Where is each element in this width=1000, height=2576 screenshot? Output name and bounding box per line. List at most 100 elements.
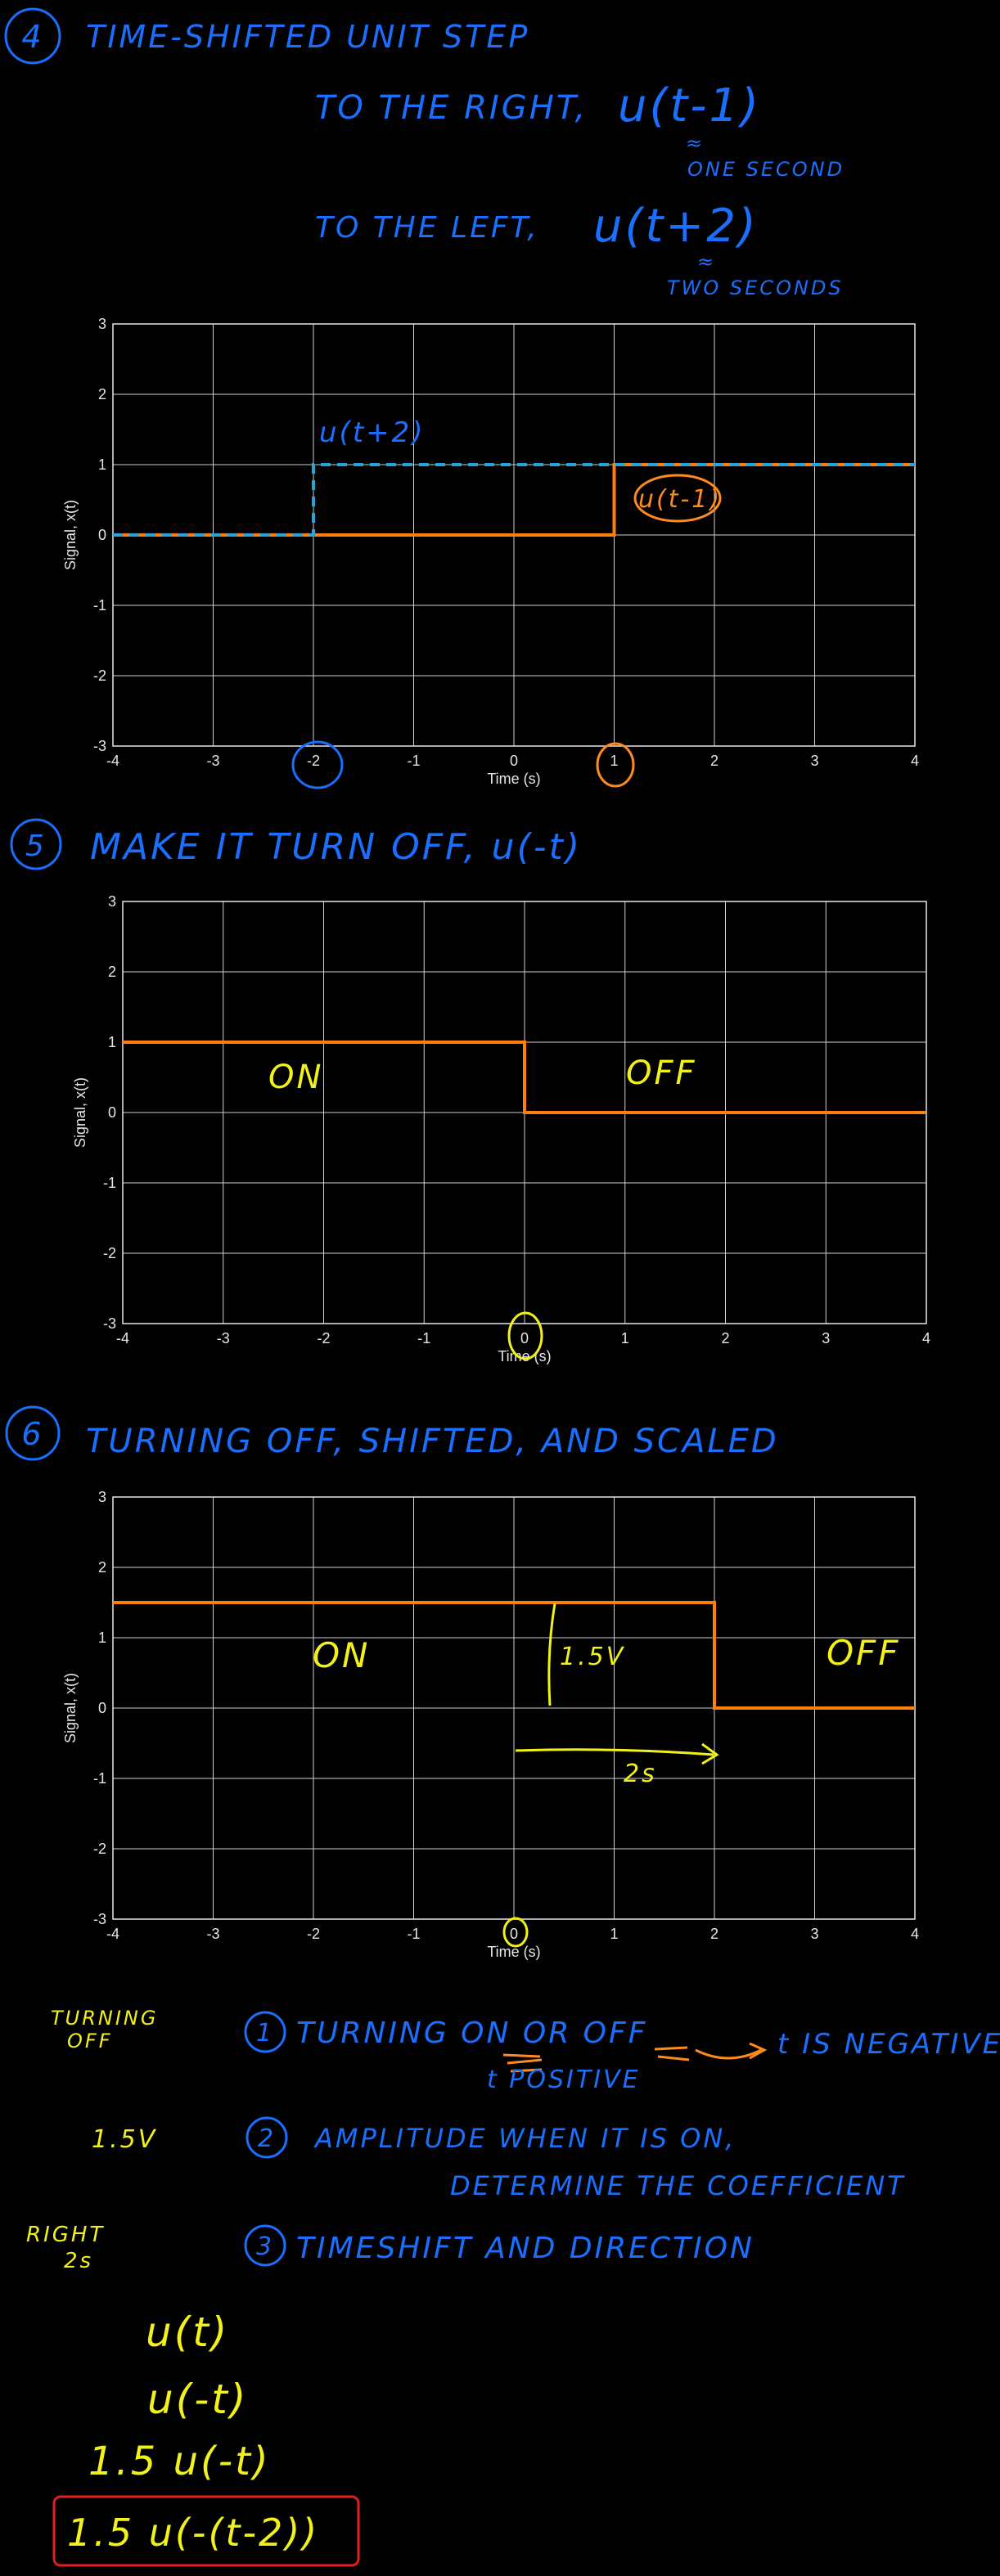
scribble-off	[654, 2046, 690, 2061]
tilde-mark: ≈	[686, 132, 705, 155]
chart-1-annotations: u(t+2) u(t-1)	[291, 416, 722, 789]
section-5-title: MAKE IT TURN OFF, u(-t)	[90, 826, 582, 868]
x-tick-label: -4	[116, 1330, 129, 1346]
tick-0-circle	[502, 1917, 529, 1948]
x-tick-label: -4	[106, 1926, 119, 1942]
x-tick-label: -1	[407, 753, 420, 769]
y-tick-label: 1	[108, 1034, 116, 1050]
x-tick-label: -2	[307, 753, 320, 769]
y-tick-label: 0	[98, 527, 106, 543]
series-line	[123, 1041, 926, 1114]
section-4-number: 4	[21, 19, 43, 55]
section-5-header: 5 MAKE IT TURN OFF, u(-t)	[10, 818, 582, 870]
y-tick-label: 0	[98, 1700, 106, 1716]
tick-minus-2-circle	[291, 740, 344, 789]
x-tick-label: -3	[206, 753, 219, 769]
x-tick-label: 2	[710, 1926, 718, 1942]
annotation-u-t-plus-2: u(t+2)	[319, 416, 426, 449]
x-tick-label: 3	[810, 1926, 818, 1942]
shift-arrow	[515, 1742, 719, 1765]
x-tick-label: 0	[510, 1926, 518, 1942]
annotation-shift: 2s	[624, 1760, 657, 1788]
y-tick-label: -3	[103, 1315, 116, 1332]
amplitude-marker	[547, 1603, 556, 1706]
y-tick-label: -3	[93, 738, 106, 754]
y-tick-label: 2	[108, 964, 116, 980]
tick-0-circle	[507, 1311, 543, 1360]
final-answer-box	[52, 2495, 360, 2567]
step-1-note-positive: t POSITIVE	[487, 2066, 641, 2094]
y-tick-label: 3	[98, 316, 106, 332]
y-tick-label: 0	[108, 1104, 116, 1121]
y-tick-label: 2	[98, 1559, 106, 1576]
derivation: u(t) u(-t) 1.5 u(-t) 1.5 u(-(t-2))	[52, 2309, 360, 2567]
section-6-title: TURNING OFF, SHIFTED, AND SCALED	[86, 1423, 779, 1460]
step-1-number-circle	[244, 2011, 286, 2053]
y-tick-label: 2	[98, 386, 106, 402]
annotation-on: ON	[313, 1635, 370, 1675]
x-tick-label: -4	[106, 753, 119, 769]
derivation-line-2: u(-t)	[147, 2376, 248, 2423]
x-tick-label: 2	[710, 753, 718, 769]
section-4-number-circle	[4, 7, 61, 65]
scribble-on	[502, 2053, 543, 2073]
section-4-header: 4 TIME-SHIFTED UNIT STEP TO THE RIGHT, u…	[4, 7, 844, 299]
derivation-line-3: 1.5 u(-t)	[88, 2439, 271, 2484]
step-2-text-line-2: DETERMINE THE COEFFICIENT	[450, 2170, 906, 2201]
x-tick-label: 2	[721, 1330, 729, 1346]
annotation-off: OFF	[827, 1633, 900, 1673]
annotation-off: OFF	[626, 1054, 697, 1092]
steps-list: TURNING OFF 1 TURNING ON OR OFF t POSITI…	[26, 2007, 1000, 2273]
y-tick-label: 3	[108, 893, 116, 910]
shift-right-expression: u(t-1)	[618, 79, 761, 133]
section-4-title: TIME-SHIFTED UNIT STEP	[86, 19, 529, 55]
section-6-header: 6 TURNING OFF, SHIFTED, AND SCALED	[5, 1405, 779, 1461]
y-tick-label: -2	[103, 1245, 116, 1261]
x-axis-label: Time (s)	[498, 1348, 551, 1364]
y-tick-label: 3	[98, 1489, 106, 1505]
step-3-number: 3	[256, 2232, 274, 2261]
y-tick-label: -1	[93, 597, 106, 614]
step-2-number-circle	[245, 2116, 288, 2159]
step-1-note-negative: t IS NEGATIVE	[777, 2028, 1000, 2061]
section-6-number: 6	[21, 1416, 43, 1452]
y-tick-label: -1	[93, 1770, 106, 1787]
step-2-text: AMPLITUDE WHEN IT IS ON,	[313, 2123, 736, 2154]
shift-right-text: TO THE RIGHT,	[315, 89, 588, 127]
annotation-on: ON	[268, 1059, 323, 1096]
x-tick-label: -1	[417, 1330, 430, 1346]
y-tick-label: 1	[98, 1630, 106, 1646]
y-axis-label: Signal, x(t)	[72, 1077, 88, 1148]
step-3-number-circle	[244, 2224, 286, 2267]
x-tick-label: 1	[621, 1330, 629, 1346]
x-tick-label: -3	[206, 1926, 219, 1942]
negative-arrow	[695, 2042, 768, 2060]
x-tick-label: 4	[911, 753, 919, 769]
y-tick-label: 1	[98, 456, 106, 473]
shift-left-note: TWO SECONDS	[667, 276, 844, 299]
x-axis-label: Time (s)	[487, 771, 540, 787]
y-tick-label: -1	[103, 1175, 116, 1191]
derivation-final: 1.5 u(-(t-2))	[67, 2511, 319, 2555]
shift-left-expression: u(t+2)	[593, 200, 759, 253]
step-1-side-note-line: OFF	[67, 2030, 113, 2052]
chart-3-annotations: ON 1.5V 2s OFF	[313, 1603, 900, 1948]
step-3-text: TIMESHIFT AND DIRECTION	[296, 2232, 755, 2265]
step-3-side-note-b: 2s	[64, 2249, 93, 2273]
x-tick-label: 4	[922, 1330, 930, 1346]
x-tick-label: 0	[510, 753, 518, 769]
step-2-number: 2	[258, 2124, 276, 2153]
section-5-number: 5	[25, 829, 47, 863]
annotation-amplitude: 1.5V	[560, 1643, 625, 1671]
step-1-side-note: TURNING OFF	[51, 2007, 167, 2052]
step-1-side-note-line: TURNING	[51, 2007, 158, 2030]
x-tick-label: 1	[610, 1926, 618, 1942]
tilde-mark: ≈	[697, 250, 716, 273]
x-tick-label: 0	[520, 1330, 529, 1346]
x-tick-label: -1	[407, 1926, 420, 1942]
x-tick-label: 3	[822, 1330, 830, 1346]
